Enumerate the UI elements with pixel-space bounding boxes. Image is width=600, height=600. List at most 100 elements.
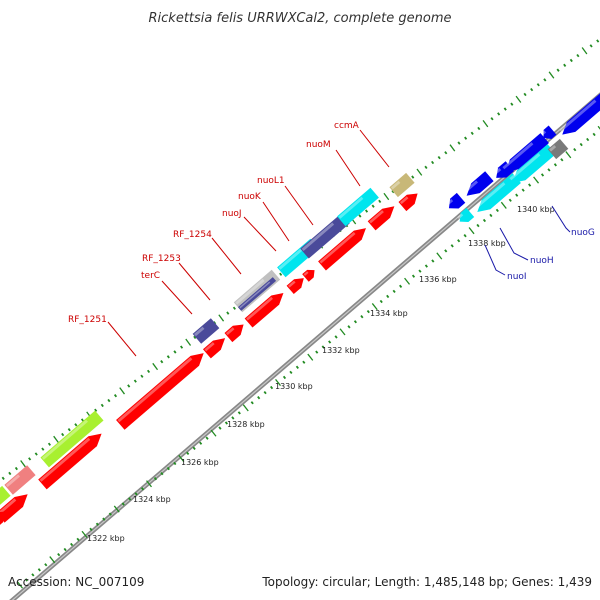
- inner-track-tick: [424, 264, 428, 268]
- feature-red-2-highlight: [39, 437, 91, 482]
- inner-track-tick: [102, 517, 106, 521]
- outer-track-tick: [378, 199, 382, 204]
- tick-label-1324: 1324 kbp: [133, 495, 171, 504]
- tick-label-1336: 1336 kbp: [419, 275, 457, 284]
- inner-track-tick: [218, 426, 222, 430]
- outer-track-tick: [173, 350, 177, 354]
- tick-tracks: [1, 39, 600, 589]
- gene-label-rf1251: RF_1251: [68, 315, 107, 325]
- feature-blue-4: [502, 133, 549, 172]
- outer-track-tick: [589, 44, 593, 48]
- inner-track-tick: [495, 208, 499, 213]
- outer-track-tick: [94, 408, 98, 412]
- feature-lime-2-highlight: [41, 419, 88, 460]
- outer-track-tick: [364, 209, 369, 213]
- inner-track-tick: [113, 505, 120, 513]
- feature-ccma-highlight: [399, 196, 409, 205]
- feature-blue-1: [446, 192, 466, 209]
- feature-nuoj-highlight: [288, 280, 296, 288]
- inner-track-tick: [533, 176, 540, 184]
- inner-track-tick: [476, 223, 480, 228]
- outer-track-tick: [28, 457, 32, 461]
- inner-track-tick: [573, 147, 577, 152]
- inner-track-tick: [586, 137, 590, 142]
- outer-track-tick: [133, 379, 137, 383]
- outer-track-tick: [383, 192, 390, 201]
- outer-track-tick: [497, 112, 501, 116]
- feature-gray-small-shape: [547, 138, 569, 160]
- feature-nuok-highlight: [303, 271, 309, 276]
- inner-track-tick: [339, 328, 346, 336]
- leader-rf1253: [178, 262, 211, 301]
- outer-track-tick: [80, 418, 85, 422]
- feature-terc-shape: [192, 318, 220, 344]
- outer-track-tick: [548, 71, 555, 79]
- outer-track-tick: [503, 107, 507, 111]
- inner-track-tick: [199, 441, 203, 445]
- inner-track-tick: [95, 522, 99, 526]
- outer-track-tick: [166, 355, 170, 359]
- inner-track-tick: [242, 404, 249, 412]
- feature-lime-2-shape: [40, 410, 104, 468]
- outer-track-tick: [119, 387, 126, 395]
- tick-label-1330: 1330 kbp: [275, 382, 313, 391]
- inner-track-tick: [70, 542, 74, 547]
- inner-track-tick: [553, 163, 557, 167]
- leader-nuom: [335, 149, 361, 187]
- inner-track-tick: [468, 227, 475, 235]
- feature-ccma-shape: [398, 193, 418, 212]
- leader-ccma: [359, 129, 390, 168]
- feature-rf1253b: [224, 324, 244, 343]
- feature-gray-rf1254-highlight: [235, 278, 265, 305]
- inner-track-tick: [597, 125, 600, 130]
- leader-terc: [161, 280, 193, 315]
- feature-cyan-nuom-highlight: [338, 196, 364, 219]
- inner-track-tick: [500, 201, 507, 209]
- feature-navy-nuok-shape: [300, 213, 350, 259]
- outer-track-tick: [515, 95, 522, 103]
- gene-label-nuok: nuoK: [238, 192, 262, 202]
- inner-track-tick: [57, 552, 61, 557]
- outer-track-tick: [437, 155, 441, 160]
- outer-track-tick: [536, 83, 540, 87]
- inner-track-tick: [547, 168, 551, 172]
- tick-label-1334: 1334 kbp: [370, 309, 408, 318]
- inner-track-tick: [146, 480, 152, 488]
- feature-blue-3-highlight: [493, 167, 502, 176]
- tick-label-1322: 1322 kbp: [87, 534, 125, 543]
- feature-red-2-shape: [38, 433, 102, 490]
- inner-track-tick: [89, 527, 93, 531]
- leader-rf1254: [211, 237, 242, 275]
- outer-track-tick: [185, 338, 192, 346]
- gene-label-rf1254: RF_1254: [173, 230, 212, 240]
- feature-nuok-shape: [302, 269, 315, 282]
- leader-nuol1: [284, 185, 314, 226]
- feature-ccma-tan: [389, 172, 415, 198]
- inner-track-tick: [321, 345, 325, 349]
- feature-terc: [192, 318, 220, 344]
- outer-track-tick: [160, 360, 164, 364]
- feature-nuog: [509, 144, 556, 183]
- gene-label-nuoh: nuoH: [530, 256, 554, 266]
- inner-track-tick: [192, 446, 196, 450]
- outer-track-tick: [74, 423, 78, 427]
- outer-track-tick: [391, 189, 395, 194]
- outer-track-tick: [464, 136, 468, 140]
- outer-track-tick: [53, 435, 59, 444]
- feature-red-2: [38, 433, 102, 490]
- feature-nuoh-highlight: [474, 182, 506, 210]
- inner-track-tick: [302, 360, 306, 364]
- leader-rf1251: [107, 321, 137, 357]
- outer-track-tick: [41, 447, 45, 451]
- feature-navy-nuok-highlight: [301, 222, 335, 251]
- inner-track-tick: [334, 335, 338, 339]
- feature-blue-5-highlight: [540, 130, 547, 136]
- feature-blue-3: [493, 161, 515, 178]
- outer-track-tick: [61, 432, 65, 437]
- outer-track-tick: [431, 160, 435, 165]
- feature-pink-1-highlight: [5, 474, 21, 488]
- label-leaders: [107, 129, 571, 357]
- inner-track-tick: [166, 466, 170, 471]
- inner-track-tick: [528, 183, 532, 187]
